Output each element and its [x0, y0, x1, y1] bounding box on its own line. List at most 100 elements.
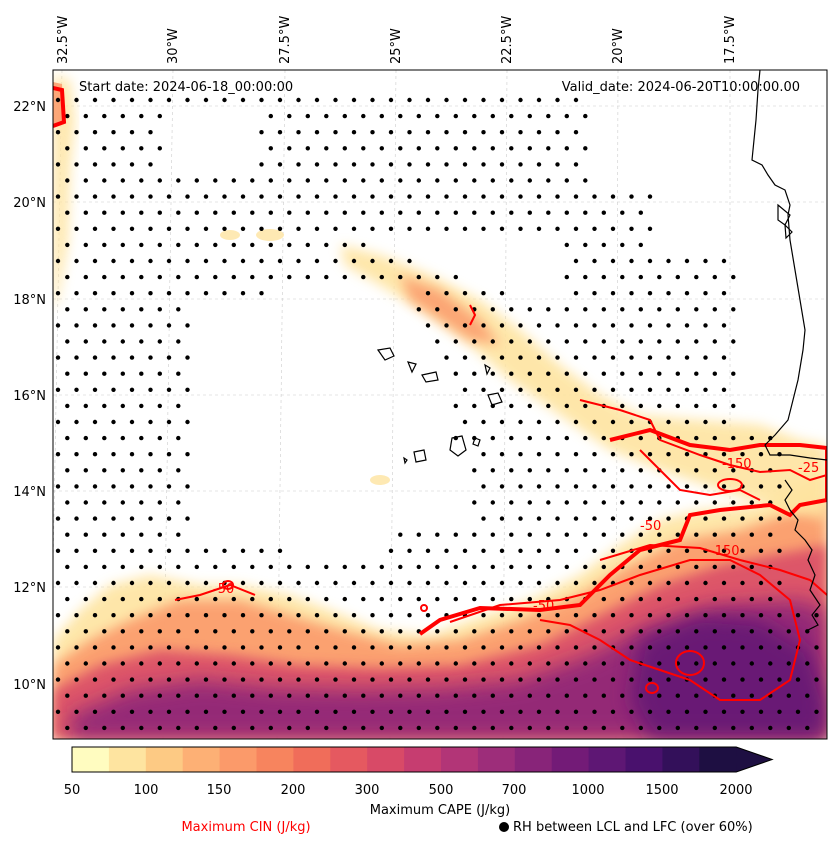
africa-coastline — [784, 479, 821, 631]
lat-tick: 16°N — [13, 389, 46, 404]
rh-dot — [666, 580, 671, 586]
rh-dot — [55, 677, 61, 682]
rh-dot — [583, 113, 588, 119]
rh-dot — [555, 677, 560, 682]
rh-dot — [176, 178, 181, 183]
rh-dot — [157, 242, 162, 248]
rh-dot — [92, 291, 98, 296]
rh-dot — [139, 693, 144, 698]
rh-dot — [148, 613, 153, 618]
rh-dot — [749, 629, 754, 634]
rh-dot — [453, 178, 458, 183]
rh-dot — [481, 516, 486, 521]
rh-dot — [610, 613, 616, 618]
rh-dot — [536, 645, 542, 650]
rh-dot — [629, 516, 634, 521]
rh-dot — [592, 226, 597, 231]
rh-dot — [92, 548, 98, 553]
rh-dot — [601, 693, 606, 698]
rh-dot — [712, 339, 717, 344]
rh-dot — [444, 162, 449, 167]
rh-dot — [398, 725, 403, 731]
rh-dot — [351, 97, 357, 103]
rh-dot — [83, 242, 89, 248]
rh-dot — [102, 242, 107, 248]
rh-dot — [65, 468, 70, 473]
rh-dot — [277, 709, 283, 714]
rh-dot — [610, 709, 616, 714]
rh-dot — [92, 452, 98, 457]
rh-dot — [111, 291, 116, 296]
rh-dot — [157, 403, 162, 409]
rh-dot — [185, 194, 190, 199]
rh-dot — [74, 677, 79, 682]
rh-dot — [166, 226, 172, 231]
rh-dot — [647, 291, 653, 296]
rh-dot — [148, 548, 153, 553]
rh-dot — [499, 613, 505, 618]
colorbar-segment — [514, 747, 553, 772]
rh-dot — [129, 645, 135, 650]
rh-dot — [416, 532, 421, 537]
rh-dot — [370, 677, 375, 682]
rh-dot — [268, 725, 273, 731]
rh-dot — [805, 693, 810, 698]
rh-dot — [435, 274, 440, 280]
rh-dot — [592, 194, 597, 199]
rh-dot — [139, 371, 144, 376]
rh-dot — [453, 564, 458, 570]
cin-contour-thin — [469, 304, 477, 326]
rh-dot — [657, 307, 662, 312]
rh-dot — [490, 113, 495, 119]
rh-dot — [74, 613, 79, 618]
rh-dot — [453, 693, 458, 698]
rh-dot — [102, 661, 107, 666]
rh-dot — [620, 629, 625, 634]
rh-dot — [620, 725, 625, 731]
rh-dot — [583, 146, 588, 151]
rh-dot — [55, 130, 61, 135]
rh-dot — [675, 339, 680, 344]
cin-contour-thick — [418, 427, 827, 636]
rh-dot — [527, 371, 532, 376]
rh-dot — [277, 162, 283, 167]
rh-dot — [721, 323, 727, 328]
rh-dot — [398, 693, 403, 698]
rh-dot — [573, 162, 579, 167]
rh-dot — [92, 580, 98, 586]
rh-dot — [120, 371, 126, 376]
map-content: -50 -50 -150 -150 -25 -50 — [53, 70, 827, 739]
rh-dot — [111, 387, 116, 392]
lat-tick: 18°N — [13, 293, 46, 308]
rh-dot — [83, 564, 89, 570]
rh-dot — [472, 113, 477, 119]
rh-dot — [148, 162, 153, 167]
rh-dot — [518, 323, 523, 328]
rh-dot — [731, 339, 736, 344]
rh-dot — [703, 613, 708, 618]
rh-dot — [509, 146, 514, 151]
rh-dot — [694, 500, 699, 505]
rh-dot — [435, 113, 440, 119]
cin-contour-thin — [449, 559, 802, 701]
rh-dot — [166, 258, 172, 264]
rh-dot — [361, 564, 366, 570]
rh-dot — [518, 645, 523, 650]
rh-dot — [139, 596, 144, 602]
rh-dot — [675, 403, 680, 409]
rh-dot — [111, 677, 116, 682]
rh-dot — [166, 580, 172, 586]
rh-dot — [407, 258, 412, 264]
rh-dot — [129, 452, 135, 457]
rh-dot — [120, 596, 126, 602]
rh-dot — [111, 516, 116, 521]
rh-dot — [527, 146, 532, 151]
rh-dot — [287, 274, 292, 280]
rh-dot — [518, 419, 523, 425]
rh-dot — [277, 130, 283, 135]
rh-dot — [388, 130, 394, 135]
rh-dot — [694, 371, 699, 376]
rh-dot — [305, 629, 310, 634]
rh-dot — [758, 516, 764, 521]
rh-dot — [148, 355, 153, 360]
